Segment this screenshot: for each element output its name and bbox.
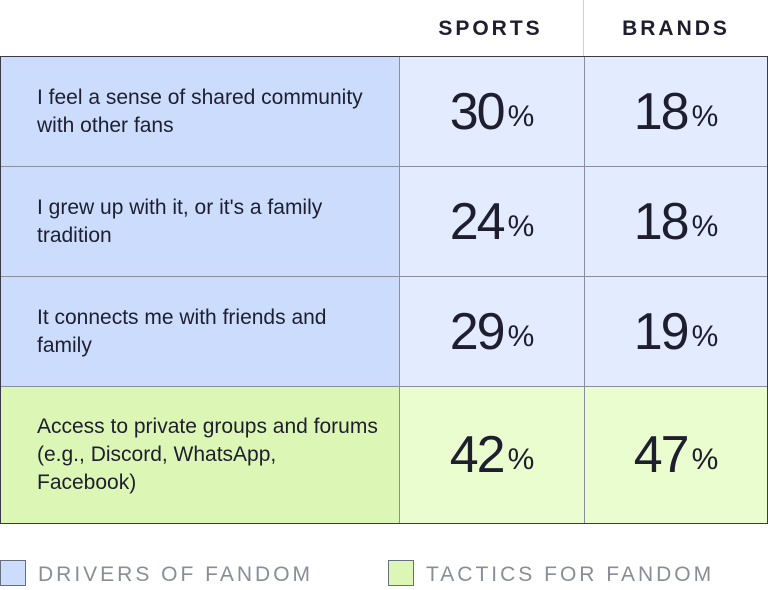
brands-value: 18	[633, 192, 690, 251]
row-divider	[1, 166, 767, 167]
row-divider	[1, 386, 767, 387]
brands-value-cell: 18%	[584, 57, 767, 166]
percent-sign: %	[507, 99, 535, 133]
percent-sign: %	[507, 319, 535, 353]
brands-value: 19	[633, 302, 690, 361]
column-header-sports: SPORTS	[438, 17, 543, 40]
legend-swatch-drivers	[0, 560, 26, 586]
table-row: Access to private groups and forums (e.g…	[1, 387, 767, 523]
brands-value-cell: 18%	[584, 167, 767, 276]
percent-sign: %	[691, 99, 719, 133]
sports-value: 30	[449, 82, 506, 141]
brands-value: 18	[633, 82, 690, 141]
legend-label-tactics: TACTICS FOR FANDOM	[426, 563, 715, 586]
sports-value: 42	[449, 426, 506, 484]
table-row: I feel a sense of shared community with …	[1, 57, 767, 166]
sports-value-cell: 29%	[399, 277, 584, 386]
column-header-brands: BRANDS	[622, 17, 730, 40]
legend-item-drivers: DRIVERS OF FANDOM	[0, 560, 313, 588]
legend-swatch-tactics	[388, 560, 414, 586]
brands-value-cell: 47%	[584, 387, 767, 523]
percent-sign: %	[691, 319, 719, 353]
row-label: It connects me with friends and family	[1, 277, 399, 386]
brands-value-cell: 19%	[584, 277, 767, 386]
header-divider	[583, 0, 584, 56]
sports-value-cell: 42%	[399, 387, 584, 523]
row-label: Access to private groups and forums (e.g…	[1, 387, 399, 523]
sports-value: 24	[449, 192, 506, 251]
legend-item-tactics: TACTICS FOR FANDOM	[388, 560, 714, 588]
percent-sign: %	[691, 209, 719, 243]
percent-sign: %	[691, 443, 719, 476]
percent-sign: %	[507, 209, 535, 243]
brands-value: 47	[633, 426, 690, 484]
row-divider	[1, 276, 767, 277]
sports-value-cell: 24%	[399, 167, 584, 276]
row-label: I grew up with it, or it's a family trad…	[1, 167, 399, 276]
legend-label-drivers: DRIVERS OF FANDOM	[38, 563, 314, 586]
sports-value: 29	[449, 302, 506, 361]
row-label: I feel a sense of shared community with …	[1, 57, 399, 166]
fandom-table: I feel a sense of shared community with …	[0, 56, 768, 524]
sports-value-cell: 30%	[399, 57, 584, 166]
table-row: I grew up with it, or it's a family trad…	[1, 167, 767, 276]
percent-sign: %	[507, 443, 535, 476]
table-header: SPORTS BRANDS	[0, 0, 768, 56]
table-row: It connects me with friends and family 2…	[1, 277, 767, 386]
